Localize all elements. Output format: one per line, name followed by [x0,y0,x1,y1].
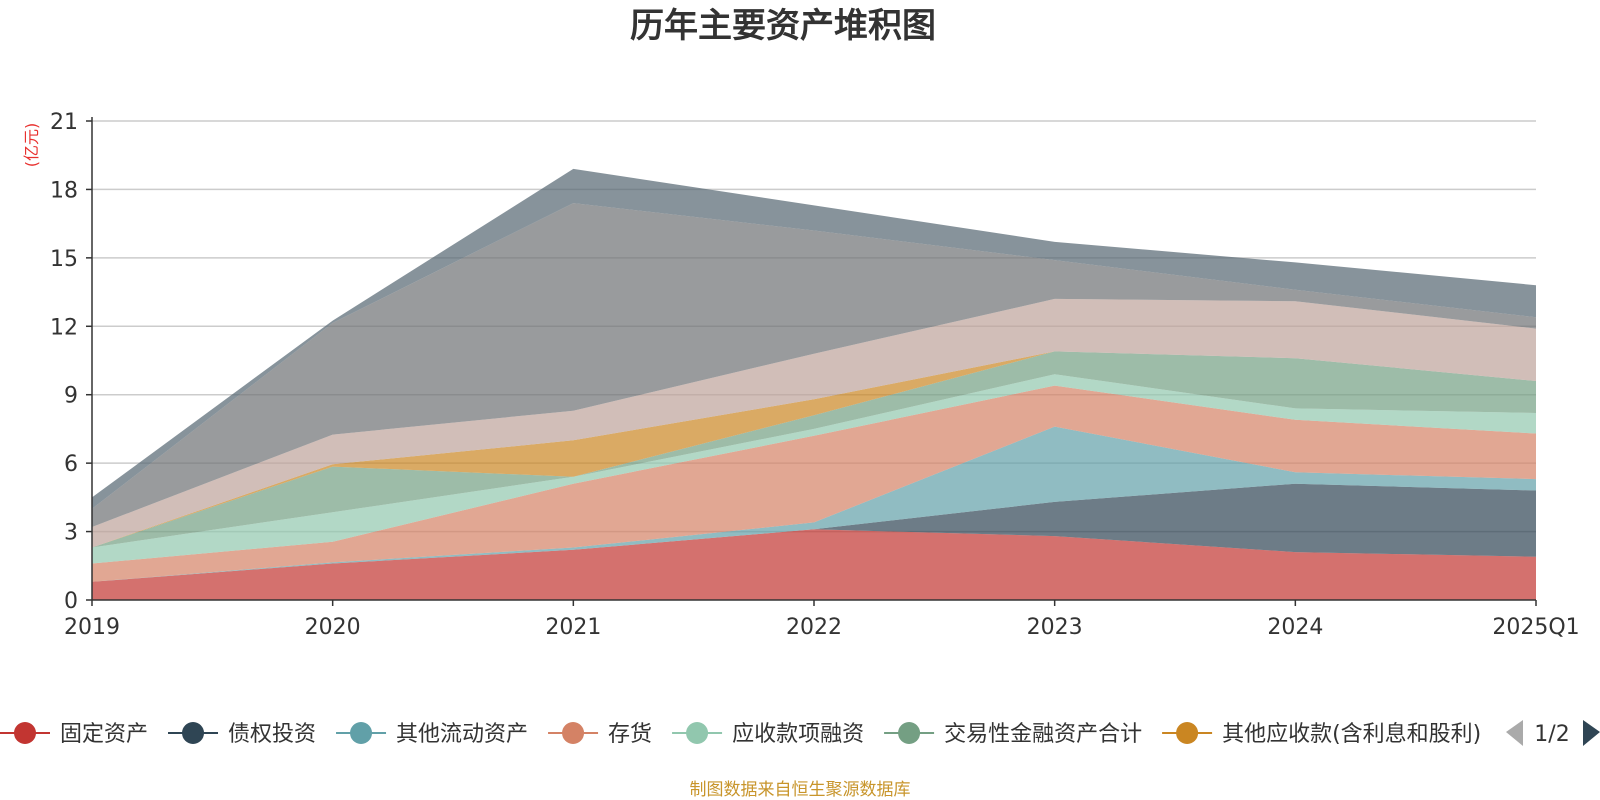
legend-pager: 1/2 [1506,720,1600,747]
y-tick-label: 9 [64,384,78,409]
x-tick-label: 2023 [1027,615,1083,640]
legend-marker-icon [14,722,36,744]
y-tick-labels: 0 3 6 9 12 15 18 21 [50,110,78,614]
y-axis-unit: (亿元) [22,123,41,168]
x-tick-label: 2020 [305,615,361,640]
legend-item[interactable]: 其他流动资产 [336,722,528,747]
legend-item[interactable]: 债权投资 [168,722,316,747]
legend-label: 应收款项融资 [732,722,864,747]
y-tick-label: 3 [64,521,78,546]
legend-label: 其他应收款(含利息和股利) [1222,722,1481,747]
x-tick-label: 2024 [1267,615,1323,640]
x-tick-label: 2019 [64,615,120,640]
legend-item[interactable]: 应收款项融资 [672,722,864,747]
y-tick-label: 21 [50,110,78,135]
legend-item[interactable]: 其他应收款(含利息和股利) [1162,722,1481,747]
y-tick-label: 6 [64,452,78,477]
area-3 [92,426,1536,582]
x-tick-label: 2022 [786,615,842,640]
y-tick-label: 15 [50,247,78,272]
legend-page-indicator: 1/2 [1534,722,1569,747]
legend-next-arrow-icon[interactable] [1583,720,1600,746]
y-tick-label: 18 [50,178,78,203]
area-10 [92,168,1536,509]
legend-item[interactable]: 固定资产 [0,722,148,747]
chart-title: 历年主要资产堆积图 [630,6,936,46]
legend-marker-icon [898,722,921,744]
area-6 [92,351,1536,548]
axes [86,117,1537,606]
legend-marker-icon [562,722,585,744]
legend-prev-arrow-icon[interactable] [1506,720,1523,746]
legend-label: 存货 [608,722,652,747]
legend-marker-icon [1176,722,1199,744]
area-4 [92,385,1536,582]
legend-marker-icon [686,722,709,744]
y-tick-label: 0 [64,589,78,614]
legend-label: 固定资产 [60,722,148,747]
legend-label: 交易性金融资产合计 [944,722,1142,747]
area-5 [92,374,1536,564]
area-2 [92,483,1536,582]
y-tick-label: 12 [50,315,78,340]
legend-label: 债权投资 [228,722,316,747]
legend-item[interactable]: 交易性金融资产合计 [884,722,1142,747]
x-tick-label: 2021 [545,615,601,640]
area-9 [92,203,1536,527]
legend-marker-icon [350,722,373,744]
legend: 固定资产 债权投资 其他流动资产 存货 应收款项融资 交易性金融资产合计 其他应收款(含利息… [0,722,1481,747]
x-tick-label: 2025Q1 [1492,615,1579,640]
legend-items: 固定资产 债权投资 其他流动资产 存货 应收款项融资 交易性金融资产合计 其他应收款(含利息… [0,722,1481,747]
legend-label: 其他流动资产 [396,722,528,747]
area-series [92,168,1536,600]
x-tick-labels: 2019 2020 2021 2022 2023 2024 2025Q1 [64,615,1580,640]
source-note: 制图数据来自恒生聚源数据库 [690,780,911,800]
legend-marker-icon [182,722,205,744]
area-1 [92,529,1536,600]
legend-item[interactable]: 存货 [548,722,652,747]
area-8 [92,298,1536,548]
